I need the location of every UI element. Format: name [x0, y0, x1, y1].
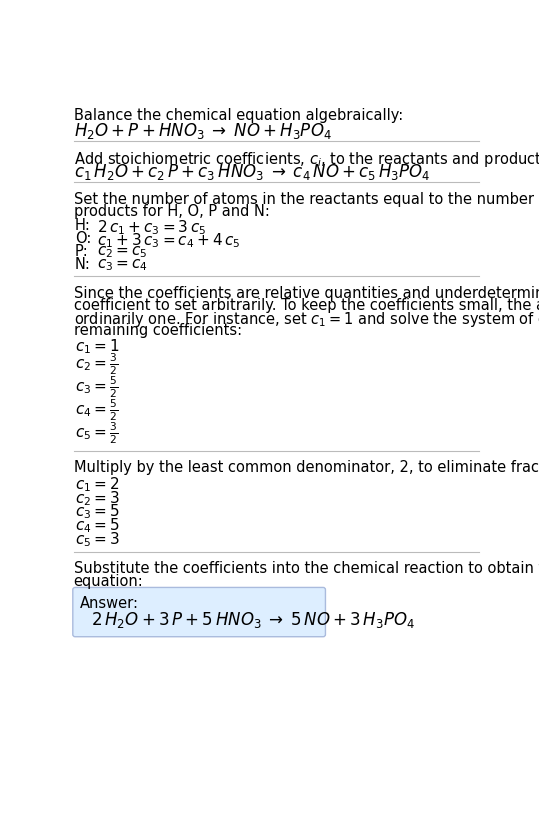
Text: $c_4 = \frac{5}{2}$: $c_4 = \frac{5}{2}$	[75, 397, 118, 423]
Text: remaining coefficients:: remaining coefficients:	[74, 323, 241, 338]
FancyBboxPatch shape	[73, 587, 326, 637]
Text: N:: N:	[75, 257, 91, 272]
Text: $c_2 = \frac{3}{2}$: $c_2 = \frac{3}{2}$	[75, 351, 118, 376]
Text: H:: H:	[75, 218, 91, 233]
Text: Set the number of atoms in the reactants equal to the number of atoms in the: Set the number of atoms in the reactants…	[74, 192, 539, 207]
Text: $c_2 = c_5$: $c_2 = c_5$	[97, 244, 147, 260]
Text: coefficient to set arbitrarily. To keep the coefficients small, the arbitrary va: coefficient to set arbitrarily. To keep …	[74, 298, 539, 313]
Text: Since the coefficients are relative quantities and underdetermined, choose a: Since the coefficients are relative quan…	[74, 286, 539, 301]
Text: $c_3 = \frac{5}{2}$: $c_3 = \frac{5}{2}$	[75, 374, 118, 400]
Text: Multiply by the least common denominator, 2, to eliminate fractional coefficient: Multiply by the least common denominator…	[74, 460, 539, 475]
Text: $c_1 = 1$: $c_1 = 1$	[75, 337, 120, 356]
Text: P:: P:	[75, 244, 89, 259]
Text: $2\,c_1 + c_3 = 3\,c_5$: $2\,c_1 + c_3 = 3\,c_5$	[97, 218, 206, 237]
Text: $c_4 = 5$: $c_4 = 5$	[75, 517, 120, 535]
Text: Answer:: Answer:	[80, 596, 139, 611]
Text: $c_2 = 3$: $c_2 = 3$	[75, 489, 120, 507]
Text: $c_3 = 5$: $c_3 = 5$	[75, 502, 120, 522]
Text: Add stoichiometric coefficients, $c_i$, to the reactants and products:: Add stoichiometric coefficients, $c_i$, …	[74, 150, 539, 169]
Text: O:: O:	[75, 231, 92, 246]
Text: Balance the chemical equation algebraically:: Balance the chemical equation algebraica…	[74, 108, 403, 123]
Text: $c_5 = 3$: $c_5 = 3$	[75, 531, 120, 549]
Text: $c_1 = 2$: $c_1 = 2$	[75, 475, 120, 494]
Text: products for H, O, P and N:: products for H, O, P and N:	[74, 204, 270, 219]
Text: $H_2O + P + HNO_3 \;\rightarrow\; NO + H_3PO_4$: $H_2O + P + HNO_3 \;\rightarrow\; NO + H…	[74, 121, 331, 141]
Text: $c_1 + 3\,c_3 = c_4 + 4\,c_5$: $c_1 + 3\,c_3 = c_4 + 4\,c_5$	[97, 231, 240, 249]
Text: $c_3 = c_4$: $c_3 = c_4$	[97, 257, 148, 273]
Text: $2\,H_2O + 3\,P + 5\,HNO_3 \;\rightarrow\; 5\,NO + 3\,H_3PO_4$: $2\,H_2O + 3\,P + 5\,HNO_3 \;\rightarrow…	[91, 610, 415, 630]
Text: $c_1\, H_2O + c_2\, P + c_3\, HNO_3 \;\rightarrow\; c_4\, NO + c_5\, H_3PO_4$: $c_1\, H_2O + c_2\, P + c_3\, HNO_3 \;\r…	[74, 162, 430, 182]
Text: Substitute the coefficients into the chemical reaction to obtain the balanced: Substitute the coefficients into the che…	[74, 561, 539, 576]
Text: ordinarily one. For instance, set $c_1 = 1$ and solve the system of equations fo: ordinarily one. For instance, set $c_1 =…	[74, 310, 539, 329]
Text: equation:: equation:	[74, 574, 143, 589]
Text: $c_5 = \frac{3}{2}$: $c_5 = \frac{3}{2}$	[75, 420, 118, 446]
